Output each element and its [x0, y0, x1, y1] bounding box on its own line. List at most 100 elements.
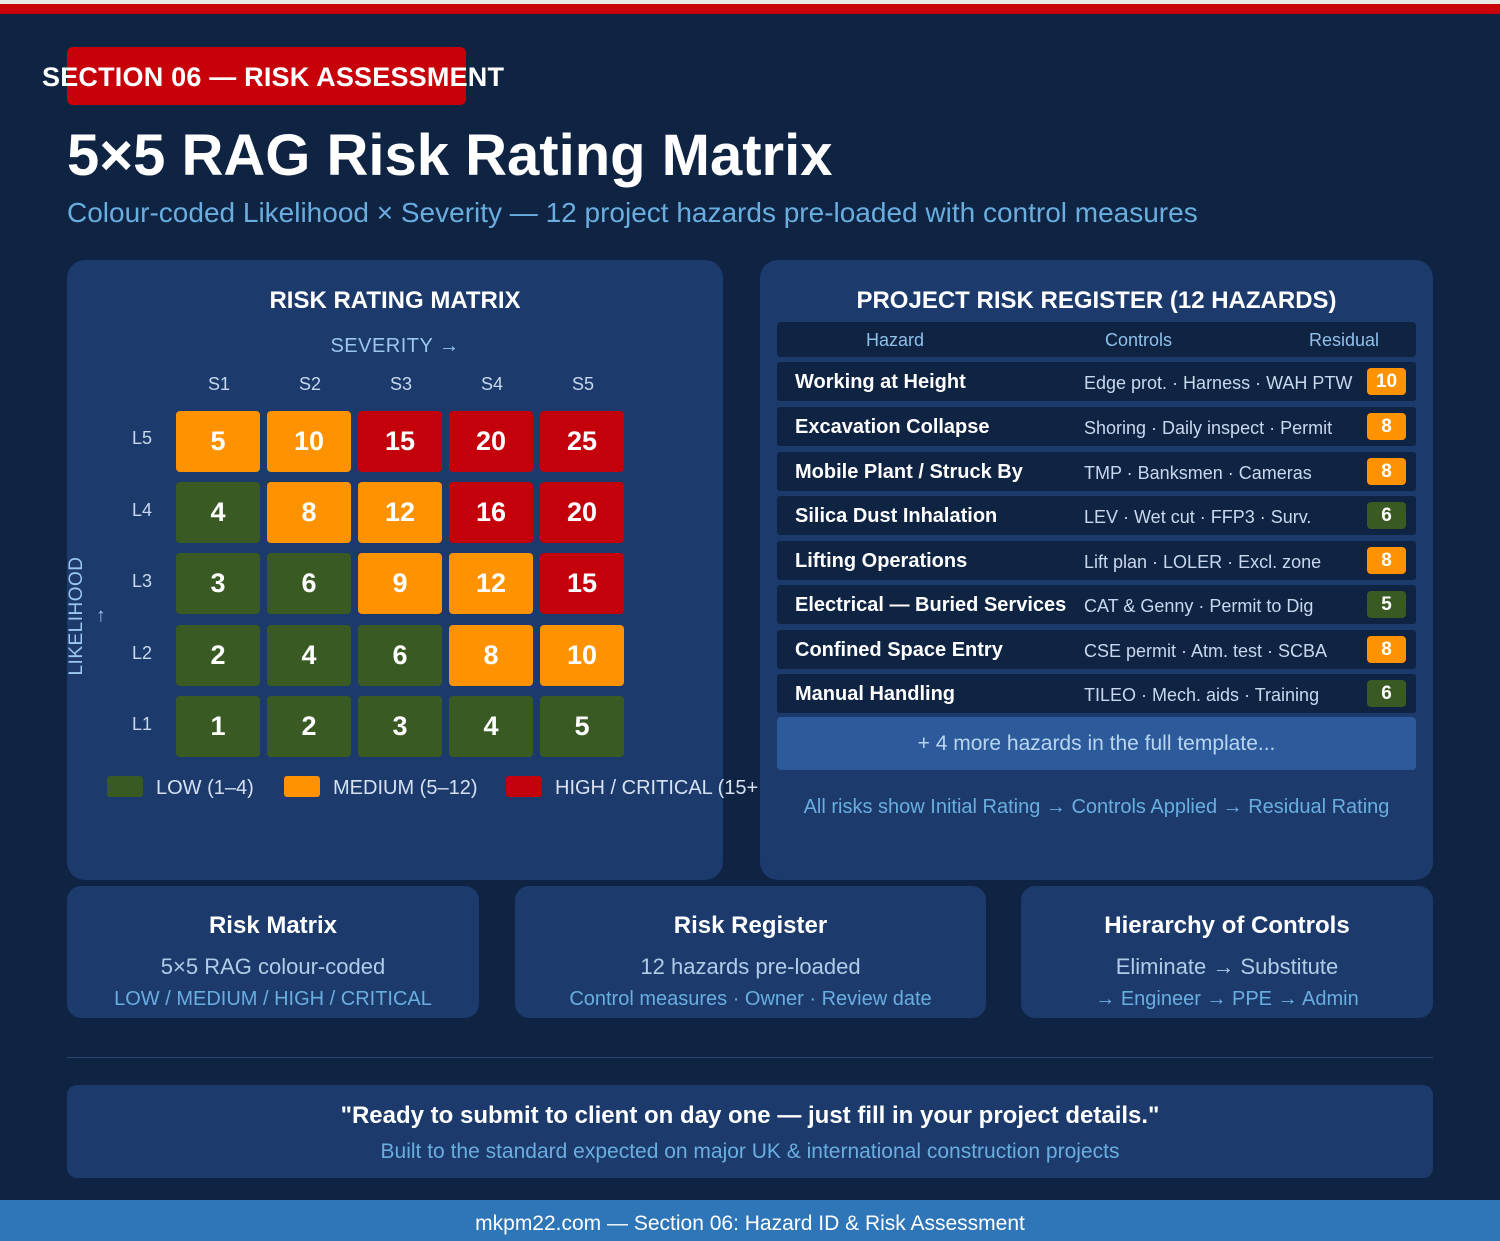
hazard-name: Lifting Operations: [795, 550, 968, 572]
matrix-cell-l4-s4: 16: [449, 482, 533, 543]
matrix-cell-l2-s2: 4: [267, 625, 351, 686]
card-title: Risk Matrix: [208, 912, 338, 939]
legend-high-label: HIGH / CRITICAL (15+: [555, 777, 759, 799]
card-subline: → Engineer → PPE → Admin: [1095, 988, 1359, 1010]
page-title: 5×5 RAG Risk Rating Matrix: [67, 123, 833, 188]
hazard-controls: Edge prot. · Harness · WAH PTW: [1084, 373, 1353, 393]
register-note: All risks show Initial Rating → Controls…: [803, 796, 1390, 818]
hazard-name: Working at Height: [795, 371, 966, 393]
hazard-controls: LEV · Wet cut · FFP3 · Surv.: [1084, 507, 1312, 527]
card-title: Risk Register: [673, 912, 828, 939]
matrix-cell-l2-s4: 8: [449, 625, 533, 686]
matrix-cell-l2-s3: 6: [358, 625, 442, 686]
matrix-cell-l3-s2: 6: [267, 553, 351, 614]
hazard-controls: Lift plan · LOLER · Excl. zone: [1084, 552, 1322, 572]
feature-card-risk-register: Risk Register 12 hazards pre-loaded Cont…: [515, 886, 986, 1018]
matrix-cell-l4-s2: 8: [267, 482, 351, 543]
legend-medium-label: MEDIUM (5–12): [333, 777, 478, 799]
residual-rating-badge: 8: [1367, 413, 1406, 440]
card-title: Hierarchy of Controls: [1104, 912, 1350, 939]
card-line: 12 hazards pre-loaded: [640, 954, 861, 979]
matrix-cell-l1-s4: 4: [449, 696, 533, 757]
feature-card-risk-matrix: Risk Matrix 5×5 RAG colour-coded LOW / M…: [67, 886, 479, 1018]
residual-rating-badge: 6: [1367, 502, 1406, 529]
likelihood-axis-label: LIKELIHOOD →: [66, 556, 109, 676]
row-label-l1: L1: [131, 714, 153, 734]
matrix-cell-l2-s1: 2: [176, 625, 260, 686]
hazard-controls: Shoring · Daily inspect · Permit: [1084, 418, 1333, 438]
residual-rating-badge: 10: [1367, 368, 1406, 395]
hazard-controls: CAT & Genny · Permit to Dig: [1084, 596, 1314, 616]
hazard-name: Mobile Plant / Struck By: [795, 461, 1023, 483]
feature-card-hierarchy-of-controls: Hierarchy of Controls Eliminate → Substi…: [1021, 886, 1433, 1018]
more-hazards-button[interactable]: + 4 more hazards in the full template...: [777, 717, 1416, 770]
section-tag: SECTION 06 — RISK ASSESSMENT: [42, 62, 505, 92]
matrix-cell-l5-s3: 15: [358, 411, 442, 472]
matrix-cell-l5-s5: 25: [540, 411, 624, 472]
matrix-cell-l1-s2: 2: [267, 696, 351, 757]
hazard-name: Confined Space Entry: [795, 639, 1003, 661]
register-title: PROJECT RISK REGISTER (12 HAZARDS): [856, 287, 1337, 314]
residual-rating-badge: 6: [1367, 680, 1406, 707]
column-label-s4: S4: [480, 374, 504, 394]
section-tag-badge: [67, 47, 466, 105]
register-header-controls: Controls: [1105, 330, 1173, 350]
matrix-cell-l5-s4: 20: [449, 411, 533, 472]
matrix-cell-l3-s3: 9: [358, 553, 442, 614]
matrix-cell-l5-s1: 5: [176, 411, 260, 472]
matrix-cell-l3-s1: 3: [176, 553, 260, 614]
register-row: [777, 541, 1416, 580]
hazard-controls: CSE permit · Atm. test · SCBA: [1084, 641, 1328, 661]
column-label-s5: S5: [571, 374, 595, 394]
hazard-controls: TMP · Banksmen · Cameras: [1084, 463, 1312, 483]
hazard-name: Excavation Collapse: [795, 416, 990, 438]
matrix-cell-l1-s3: 3: [358, 696, 442, 757]
quote-text: "Ready to submit to client on day one — …: [340, 1102, 1160, 1129]
card-subline: Control measures · Owner · Review date: [569, 988, 932, 1010]
column-label-s3: S3: [389, 374, 413, 394]
matrix-cell-l4-s1: 4: [176, 482, 260, 543]
quote-subtext: Built to the standard expected on major …: [380, 1140, 1120, 1163]
residual-rating-badge: 5: [1367, 591, 1406, 618]
legend-low-label: LOW (1–4): [156, 777, 254, 799]
residual-rating-badge: 8: [1367, 636, 1406, 663]
register-row: [777, 496, 1416, 535]
residual-rating-badge: 8: [1367, 458, 1406, 485]
residual-rating-badge: 8: [1367, 547, 1406, 574]
row-label-l5: L5: [131, 428, 153, 448]
register-header-hazard: Hazard: [866, 330, 925, 350]
hazard-name: Electrical — Buried Services: [795, 594, 1067, 616]
matrix-cell-l4-s3: 12: [358, 482, 442, 543]
row-label-l2: L2: [131, 643, 153, 663]
severity-axis-label: SEVERITY →: [330, 335, 460, 357]
top-accent-bar: [0, 0, 1500, 14]
matrix-cell-l4-s5: 20: [540, 482, 624, 543]
hazard-controls: TILEO · Mech. aids · Training: [1084, 685, 1320, 705]
register-row: [777, 452, 1416, 491]
hazard-name: Manual Handling: [795, 683, 955, 705]
register-row: [777, 585, 1416, 624]
legend-low-swatch: [107, 776, 143, 797]
footer: mkpm22.com — Section 06: Hazard ID & Ris…: [0, 1200, 1500, 1241]
page-subtitle: Colour-coded Likelihood × Severity — 12 …: [67, 197, 1198, 228]
hazard-name: Silica Dust Inhalation: [795, 505, 998, 527]
divider: [67, 1057, 1433, 1058]
matrix-title: RISK RATING MATRIX: [269, 287, 521, 314]
row-label-l4: L4: [131, 500, 153, 520]
card-line: 5×5 RAG colour-coded: [160, 954, 386, 979]
column-label-s2: S2: [298, 374, 322, 394]
register-row: [777, 674, 1416, 713]
register-row: [777, 362, 1416, 401]
matrix-cell-l3-s4: 12: [449, 553, 533, 614]
register-header-residual: Residual: [1309, 330, 1380, 350]
column-label-s1: S1: [207, 374, 231, 394]
card-line: Eliminate → Substitute: [1115, 954, 1339, 979]
matrix-cell-l5-s2: 10: [267, 411, 351, 472]
matrix-cell-l1-s1: 1: [176, 696, 260, 757]
register-row: [777, 630, 1416, 669]
matrix-cell-l3-s5: 15: [540, 553, 624, 614]
legend-high-swatch: [506, 776, 542, 797]
legend-medium-swatch: [284, 776, 320, 797]
row-label-l3: L3: [131, 571, 153, 591]
card-subline: LOW / MEDIUM / HIGH / CRITICAL: [114, 988, 432, 1010]
